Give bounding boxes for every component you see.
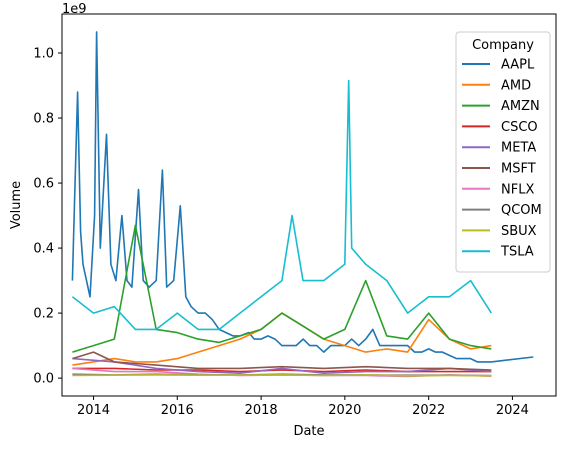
series-line-amd xyxy=(72,312,492,366)
series-layer xyxy=(71,31,534,378)
y-axis-label: Volume xyxy=(9,181,24,229)
x-tick-label: 2018 xyxy=(245,403,278,418)
x-tick-label: 2014 xyxy=(77,403,110,418)
x-axis-label: Date xyxy=(293,424,324,439)
y-axis: 0.0 0.2 0.4 0.6 0.8 1.0 xyxy=(33,47,62,387)
legend: Company AAPL AMD AMZN CSCO META MSFT NFLX QCOM S… xyxy=(455,31,551,273)
series-line-meta xyxy=(72,357,492,375)
x-tick-label: 2024 xyxy=(496,403,529,418)
x-tick-label: 2016 xyxy=(161,403,194,418)
series-line-msft xyxy=(72,351,492,371)
y-tick-label: 0.4 xyxy=(33,242,54,257)
legend-label-qcom: QCOM xyxy=(501,203,542,218)
x-axis: 2014 2016 2018 2020 2022 2024 xyxy=(77,396,529,418)
y-tick-label: 0.2 xyxy=(33,307,54,322)
series-line-sbux xyxy=(72,374,492,377)
legend-label-meta: META xyxy=(501,141,536,156)
x-tick-label: 2022 xyxy=(412,403,445,418)
series-line-csco xyxy=(72,367,492,373)
y-tick-label: 1.0 xyxy=(33,47,54,62)
y-offset-label: 1e9 xyxy=(62,2,87,17)
series-line-tsla xyxy=(71,79,492,331)
y-tick-label: 0.6 xyxy=(33,177,54,192)
legend-label-amzn: AMZN xyxy=(501,99,540,114)
y-tick-label: 0.0 xyxy=(33,372,54,387)
legend-label-amd: AMD xyxy=(501,78,531,93)
legend-title: Company xyxy=(472,38,534,53)
legend-label-msft: MSFT xyxy=(501,162,536,177)
y-tick-label: 0.8 xyxy=(33,112,54,127)
series-line-aapl xyxy=(71,31,534,363)
legend-label-aapl: AAPL xyxy=(501,58,535,73)
legend-label-csco: CSCO xyxy=(501,120,538,135)
legend-label-tsla: TSLA xyxy=(500,245,534,260)
plot-frame xyxy=(61,13,557,397)
series-line-amzn xyxy=(72,224,492,353)
legend-label-nflx: NFLX xyxy=(501,182,534,197)
legend-label-sbux: SBUX xyxy=(501,224,537,239)
x-tick-label: 2020 xyxy=(328,403,361,418)
legend-box xyxy=(455,31,551,273)
